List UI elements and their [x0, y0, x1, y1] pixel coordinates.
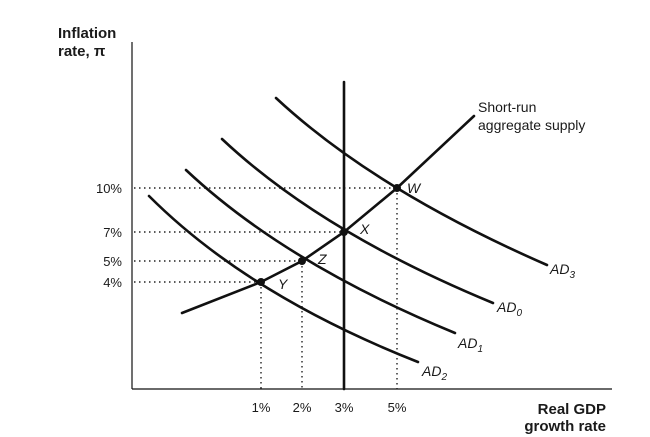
point-z-marker [298, 257, 306, 265]
x-axis-title-line2: growth rate [524, 418, 606, 435]
ad3-label-sub: 3 [569, 270, 575, 281]
y-tick-7: 7% [103, 225, 122, 240]
point-x-marker [340, 228, 348, 236]
y-tick-10: 10% [96, 181, 122, 196]
ad2-curve [147, 194, 420, 364]
ad0-label-sub: 0 [516, 308, 522, 319]
y-axis-title-line1: Inflation [58, 25, 116, 42]
y-tick-5: 5% [103, 254, 122, 269]
point-x-label: X [359, 221, 370, 237]
point-y-marker [257, 278, 265, 286]
ad0-label-base: AD [496, 299, 516, 315]
ad0-label: AD0 [496, 299, 522, 319]
point-y-label: Y [278, 276, 289, 292]
ad3-curve [274, 96, 549, 267]
ad1-label: AD1 [457, 335, 483, 355]
x-axis-title-line1: Real GDP [538, 401, 606, 418]
y-tick-4: 4% [103, 275, 122, 290]
ad2-label-base: AD [421, 363, 441, 379]
ad1-label-sub: 1 [477, 344, 483, 355]
x-tick-5: 5% [388, 400, 407, 415]
point-z-label: Z [317, 251, 327, 267]
ad0-curve [220, 137, 495, 305]
sras-label-line2: aggregate supply [478, 117, 585, 133]
ad1-label-base: AD [457, 335, 477, 351]
point-w-marker [393, 184, 401, 192]
sras-label-line1: Short-run [478, 99, 536, 115]
sras-curve [180, 114, 476, 315]
x-tick-2: 2% [293, 400, 312, 415]
x-tick-3: 3% [335, 400, 354, 415]
x-tick-1: 1% [252, 400, 271, 415]
ad2-label: AD2 [421, 363, 447, 383]
ad3-label-base: AD [549, 261, 569, 277]
y-axis-title-line2: rate, π [58, 43, 106, 60]
point-w-label: W [407, 180, 422, 196]
ad2-label-sub: 2 [440, 372, 447, 383]
ad3-label: AD3 [549, 261, 575, 281]
guide-lines [134, 187, 398, 389]
